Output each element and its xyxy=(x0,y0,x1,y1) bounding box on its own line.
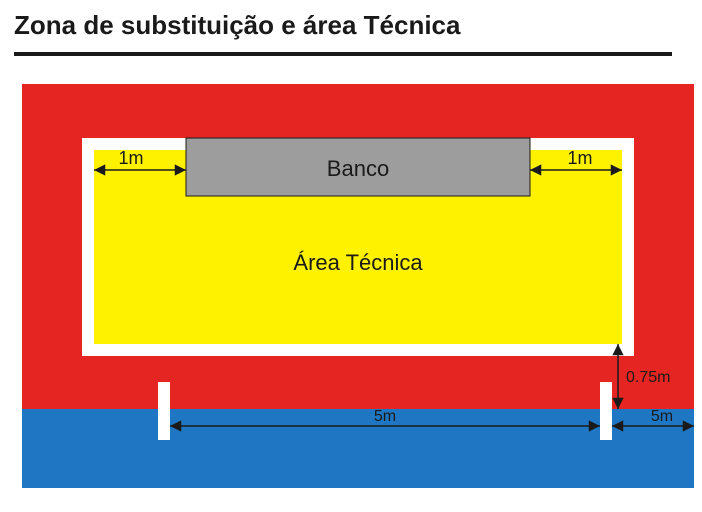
arrow-1m-right-label: 1m xyxy=(567,148,592,168)
page-title: Zona de substituição e área Técnica xyxy=(14,10,460,41)
arrow-5m-main-label: 5m xyxy=(374,408,396,425)
arrow-075m-label: 0.75m xyxy=(626,369,670,386)
technical-area-label: Área Técnica xyxy=(293,250,423,275)
blue-zone xyxy=(22,409,694,488)
arrow-5m-right-label: 5m xyxy=(651,408,673,425)
diagram: Banco Área Técnica 1m 1m 0.75m 5m 5m xyxy=(22,84,694,488)
white-mark-left xyxy=(158,382,170,440)
white-mark-right xyxy=(600,382,612,440)
banco-label: Banco xyxy=(327,156,389,181)
arrow-1m-left-label: 1m xyxy=(118,148,143,168)
title-underline xyxy=(14,52,672,56)
